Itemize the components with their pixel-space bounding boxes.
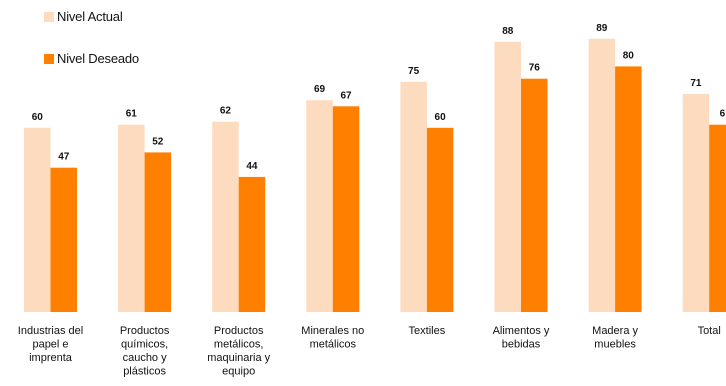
value-label-deseado-2: 44 [246,161,258,172]
value-label-deseado-1: 52 [152,136,164,147]
legend-item-actual: Nivel Actual [44,9,123,24]
category-label-4: Textiles [409,325,446,337]
value-label-deseado-4: 60 [435,112,447,123]
value-label-actual-2: 62 [220,106,232,117]
bar-deseado-4 [426,127,454,312]
legend-swatch-deseado [44,53,54,64]
bar-actual-7 [682,94,710,312]
category-label-0: Industrias del papel e imprenta [18,325,83,364]
bar-deseado-2 [238,176,266,312]
value-label-actual-7: 71 [690,78,702,89]
value-label-deseado-7: 6 [720,109,726,120]
bar-actual-6 [588,38,616,313]
category-label-6: Madera y muebles [592,325,638,351]
bar-actual-3 [306,100,333,312]
bar-deseado-0 [50,167,77,312]
value-label-actual-3: 69 [314,84,326,95]
legend-label-deseado: Nivel Deseado [57,51,139,66]
category-label-3: Minerales no metálicos [301,325,364,351]
value-label-deseado-5: 76 [529,63,541,74]
category-label-7: Total [698,325,721,337]
category-label-1: Productos químicos, caucho y plásticos [120,325,170,378]
bar-deseado-6 [615,66,642,313]
value-label-actual-4: 75 [408,66,420,77]
bar-deseado-7 [709,124,726,312]
bar-deseado-1 [144,152,172,312]
bar-actual-0 [24,127,51,312]
value-label-deseado-3: 67 [340,90,352,101]
category-label-5: Alimentos y bebidas [493,325,550,351]
value-label-deseado-6: 80 [623,50,635,61]
bar-actual-5 [494,41,521,313]
value-label-actual-6: 89 [596,23,608,34]
value-label-actual-1: 61 [126,109,138,120]
bar-deseado-3 [332,106,360,312]
bar-deseado-5 [521,78,548,312]
category-label-2: Productos metálicos, maquinaria y equipo [207,325,270,378]
legend-item-deseado: Nivel Deseado [44,51,139,66]
bar-actual-4 [400,81,427,313]
bar-actual-2 [212,121,239,312]
value-label-deseado-0: 47 [58,152,70,163]
value-label-actual-5: 88 [502,26,514,37]
value-label-actual-0: 60 [32,112,44,123]
legend-label-actual: Nivel Actual [57,9,123,24]
legend-swatch-actual [44,11,54,22]
bar-actual-1 [118,124,145,312]
